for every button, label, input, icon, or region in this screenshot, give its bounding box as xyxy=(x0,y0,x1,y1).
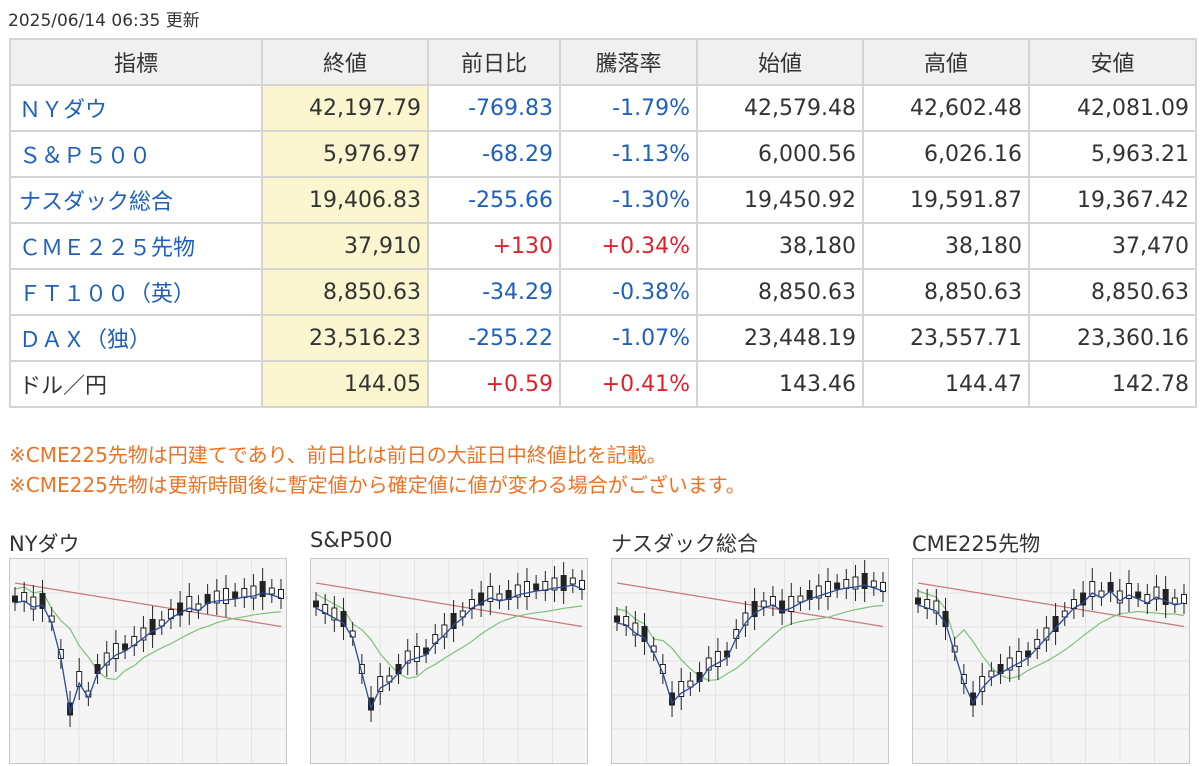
index-name-link[interactable]: ＤＡＸ（独） xyxy=(9,314,263,362)
cell-high: 19,591.87 xyxy=(862,176,1030,224)
chart-title: CME225先物 xyxy=(912,532,1041,556)
cell-low: 42,081.09 xyxy=(1028,84,1197,132)
chart-image[interactable] xyxy=(9,558,287,764)
cell-open: 19,450.92 xyxy=(696,176,864,224)
cell-pct: -1.79% xyxy=(559,84,698,132)
chart-nasdaq[interactable]: ナスダック総合 xyxy=(611,528,889,764)
cell-high: 38,180 xyxy=(862,222,1030,270)
market-index-table: 指標 終値 前日比 騰落率 始値 高値 安値 ＮＹダウ 42,197.79 -769… xyxy=(9,38,1197,408)
cell-low: 5,963.21 xyxy=(1028,130,1197,178)
index-name: ドル／円 xyxy=(9,360,263,408)
index-name-link[interactable]: ＮＹダウ xyxy=(9,84,263,132)
notes: ※CME225先物は円建てであり、前日比は前日の大証日中終値比を記載。 ※CME… xyxy=(9,440,746,500)
chart-title: S&P500 xyxy=(310,528,393,552)
cell-change: -68.29 xyxy=(427,130,561,178)
chart-sp500[interactable]: S&P500 xyxy=(310,528,588,764)
cell-pct: +0.34% xyxy=(559,222,698,270)
index-name-link[interactable]: ＦＴ１００（英） xyxy=(9,268,263,316)
cell-pct: -0.38% xyxy=(559,268,698,316)
cell-low: 37,470 xyxy=(1028,222,1197,270)
cell-low: 23,360.16 xyxy=(1028,314,1197,362)
table-row: ナスダック総合 19,406.83 -255.66 -1.30% 19,450.92 19… xyxy=(9,176,1197,224)
chart-cme225[interactable]: CME225先物 xyxy=(912,528,1190,764)
cell-change: +0.59 xyxy=(427,360,561,408)
cell-high: 42,602.48 xyxy=(862,84,1030,132)
note-line: ※CME225先物は更新時間後に暫定値から確定値に値が変わる場合がございます。 xyxy=(9,473,746,497)
table-row: ＮＹダウ 42,197.79 -769.83 -1.79% 42,579.48 42,60… xyxy=(9,84,1197,132)
cell-open: 8,850.63 xyxy=(696,268,864,316)
cell-open: 143.46 xyxy=(696,360,864,408)
table-row: ＦＴ１００（英） 8,850.63 -34.29 -0.38% 8,850.63 8,85… xyxy=(9,268,1197,316)
cell-pct: -1.30% xyxy=(559,176,698,224)
cell-low: 142.78 xyxy=(1028,360,1197,408)
chart-image[interactable] xyxy=(611,558,889,764)
cell-pct: -1.07% xyxy=(559,314,698,362)
cell-close: 42,197.79 xyxy=(261,84,429,132)
table-row: ドル／円 144.05 +0.59 +0.41% 143.46 144.47 142.78 xyxy=(9,360,1197,408)
table-row: ＣＭＥ２２５先物 37,910 +130 +0.34% 38,180 38,180 37,4… xyxy=(9,222,1197,270)
cell-open: 38,180 xyxy=(696,222,864,270)
cell-close: 37,910 xyxy=(261,222,429,270)
chart-image[interactable] xyxy=(912,558,1190,764)
cell-change: -255.22 xyxy=(427,314,561,362)
cell-change: -769.83 xyxy=(427,84,561,132)
cell-high: 8,850.63 xyxy=(862,268,1030,316)
cell-close: 19,406.83 xyxy=(261,176,429,224)
chart-title: ナスダック総合 xyxy=(611,532,758,556)
cell-high: 23,557.71 xyxy=(862,314,1030,362)
cell-change: -34.29 xyxy=(427,268,561,316)
cell-open: 23,448.19 xyxy=(696,314,864,362)
cell-low: 8,850.63 xyxy=(1028,268,1197,316)
cell-change: -255.66 xyxy=(427,176,561,224)
update-timestamp: 2025/06/14 06:35 更新 xyxy=(8,11,200,31)
header-indicator: 指標 xyxy=(9,38,263,86)
index-name-link[interactable]: ナスダック総合 xyxy=(9,176,263,224)
cell-close: 144.05 xyxy=(261,360,429,408)
table-row: ＤＡＸ（独） 23,516.23 -255.22 -1.07% 23,448.19 23,… xyxy=(9,314,1197,362)
chart-image[interactable] xyxy=(310,558,588,764)
index-name-link[interactable]: ＣＭＥ２２５先物 xyxy=(9,222,263,270)
header-change-pct: 騰落率 xyxy=(559,38,698,86)
cell-close: 5,976.97 xyxy=(261,130,429,178)
table-row: Ｓ＆Ｐ５００ 5,976.97 -68.29 -1.13% 6,000.56 6,026.… xyxy=(9,130,1197,178)
cell-pct: +0.41% xyxy=(559,360,698,408)
note-line: ※CME225先物は円建てであり、前日比は前日の大証日中終値比を記載。 xyxy=(9,443,667,467)
cell-change: +130 xyxy=(427,222,561,270)
header-open: 始値 xyxy=(696,38,864,86)
cell-low: 19,367.42 xyxy=(1028,176,1197,224)
chart-nydow[interactable]: NYダウ xyxy=(9,528,287,764)
table-header-row: 指標 終値 前日比 騰落率 始値 高値 安値 xyxy=(9,38,1197,86)
cell-pct: -1.13% xyxy=(559,130,698,178)
cell-close: 8,850.63 xyxy=(261,268,429,316)
header-low: 安値 xyxy=(1028,38,1197,86)
cell-open: 6,000.56 xyxy=(696,130,864,178)
cell-open: 42,579.48 xyxy=(696,84,864,132)
header-close: 終値 xyxy=(261,38,429,86)
chart-title: NYダウ xyxy=(9,532,80,556)
header-high: 高値 xyxy=(862,38,1030,86)
cell-high: 144.47 xyxy=(862,360,1030,408)
cell-close: 23,516.23 xyxy=(261,314,429,362)
header-change: 前日比 xyxy=(427,38,561,86)
cell-high: 6,026.16 xyxy=(862,130,1030,178)
index-name-link[interactable]: Ｓ＆Ｐ５００ xyxy=(9,130,263,178)
